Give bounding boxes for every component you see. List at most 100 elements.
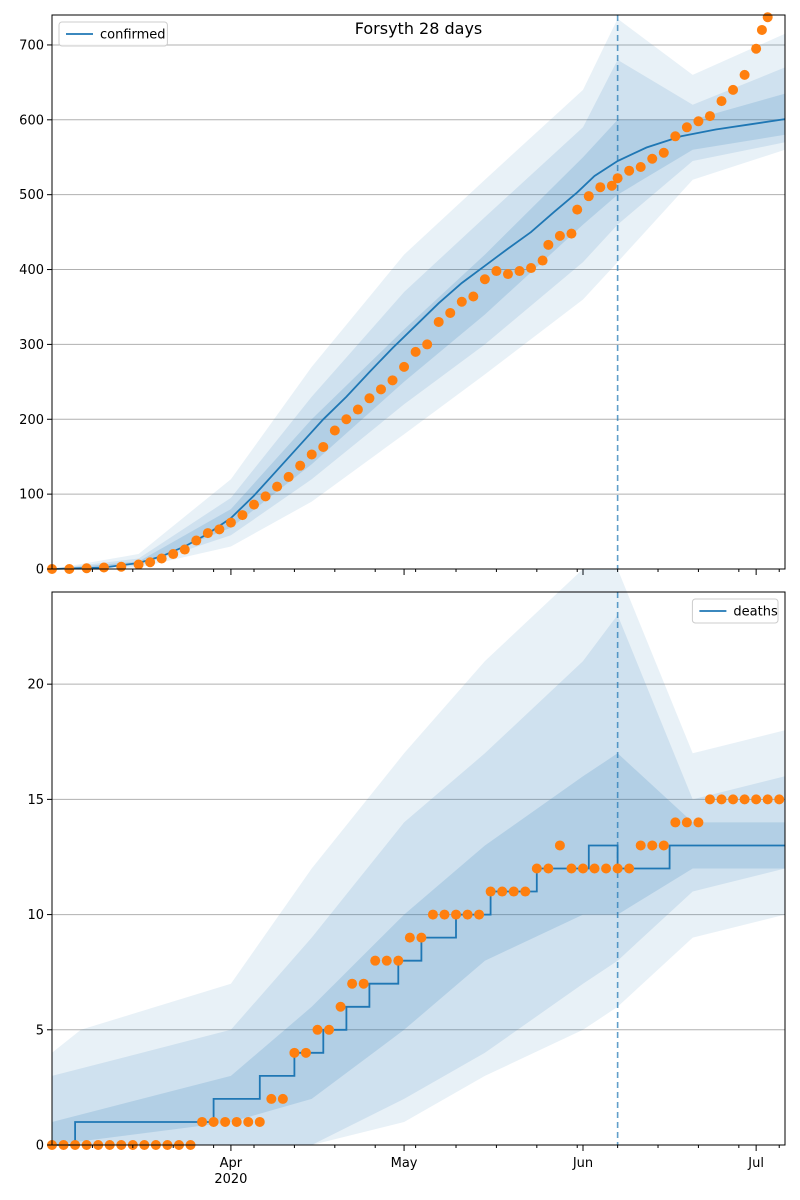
observed-point bbox=[445, 307, 456, 318]
y-tick-label: 400 bbox=[19, 263, 44, 278]
observed-point bbox=[502, 269, 513, 280]
x-tick-label: Jul bbox=[747, 1156, 764, 1171]
observed-point bbox=[324, 1024, 335, 1035]
observed-point bbox=[635, 840, 646, 851]
legend: deaths bbox=[691, 598, 779, 624]
observed-point bbox=[497, 886, 508, 897]
observed-point bbox=[375, 384, 386, 395]
observed-point bbox=[399, 361, 410, 372]
observed-point bbox=[658, 840, 669, 851]
observed-point bbox=[439, 909, 450, 920]
observed-point bbox=[762, 794, 773, 805]
observed-point bbox=[681, 122, 692, 133]
observed-point bbox=[751, 43, 762, 54]
observed-point bbox=[81, 563, 92, 574]
observed-point bbox=[554, 840, 565, 851]
band-inner bbox=[52, 93, 785, 569]
y-tick-label: 0 bbox=[36, 563, 44, 578]
observed-point bbox=[404, 932, 415, 943]
observed-point bbox=[566, 228, 577, 239]
observed-point bbox=[508, 886, 519, 897]
observed-point bbox=[329, 425, 340, 436]
observed-point bbox=[739, 794, 750, 805]
observed-point bbox=[462, 909, 473, 920]
plot-frame bbox=[51, 14, 786, 570]
chart-title: Forsyth 28 days bbox=[355, 19, 483, 38]
observed-point bbox=[410, 346, 421, 357]
observed-point bbox=[520, 886, 531, 897]
legend-label: confirmed bbox=[100, 28, 166, 43]
observed-point bbox=[704, 111, 715, 122]
observed-point bbox=[739, 69, 750, 80]
observed-point bbox=[208, 1116, 219, 1127]
band-inner bbox=[52, 753, 785, 1145]
observed-point bbox=[647, 153, 658, 164]
observed-point bbox=[214, 524, 225, 535]
observed-point bbox=[774, 794, 785, 805]
observed-point bbox=[272, 481, 283, 492]
observed-point bbox=[145, 557, 156, 568]
observed-point bbox=[254, 1116, 265, 1127]
observed-point bbox=[485, 886, 496, 897]
observed-point bbox=[577, 863, 588, 874]
observed-point bbox=[554, 230, 565, 241]
observed-point bbox=[491, 266, 502, 277]
observed-point bbox=[670, 817, 681, 828]
deaths-series-line bbox=[52, 844, 785, 1146]
observed-point bbox=[133, 559, 144, 570]
observed-point bbox=[300, 1047, 311, 1058]
observed-point bbox=[260, 491, 271, 502]
observed-point bbox=[156, 553, 167, 564]
observed-point bbox=[416, 932, 427, 943]
observed-point bbox=[168, 549, 179, 560]
observed-point bbox=[289, 1047, 300, 1058]
observed-point bbox=[693, 817, 704, 828]
observed-point bbox=[231, 1116, 242, 1127]
observed-point bbox=[566, 863, 577, 874]
observed-point bbox=[370, 955, 381, 966]
observed-point bbox=[543, 239, 554, 250]
legend-box bbox=[691, 598, 779, 624]
x-tick-label: Jun bbox=[572, 1156, 593, 1171]
observed-point bbox=[277, 1093, 288, 1104]
legend-label: deaths bbox=[733, 605, 778, 620]
observed-point bbox=[318, 441, 329, 452]
observed-point bbox=[249, 499, 260, 510]
observed-point bbox=[347, 978, 358, 989]
y-tick-label: 200 bbox=[19, 413, 44, 428]
observed-point bbox=[658, 147, 669, 158]
observed-point bbox=[531, 863, 542, 874]
observed-point bbox=[202, 528, 213, 539]
y-tick-label: 300 bbox=[19, 338, 44, 353]
observed-point bbox=[197, 1116, 208, 1127]
observed-point bbox=[624, 863, 635, 874]
plot-frame bbox=[51, 591, 786, 1146]
y-tick-label: 600 bbox=[19, 113, 44, 128]
y-tick-label: 700 bbox=[19, 38, 44, 53]
observed-point bbox=[693, 116, 704, 127]
observed-point bbox=[670, 131, 681, 142]
observed-point bbox=[468, 291, 479, 302]
observed-point bbox=[526, 263, 537, 274]
observed-point bbox=[589, 863, 600, 874]
observed-point bbox=[612, 863, 623, 874]
observed-point bbox=[716, 96, 727, 107]
observed-point bbox=[601, 863, 612, 874]
x-tick-sublabel: 2020 bbox=[214, 1172, 247, 1187]
y-tick-label: 5 bbox=[36, 1023, 44, 1038]
observed-point bbox=[422, 339, 433, 350]
observed-point bbox=[624, 165, 635, 176]
observed-point bbox=[179, 544, 190, 555]
observed-point bbox=[433, 316, 444, 327]
observed-point bbox=[606, 180, 617, 191]
observed-point bbox=[716, 794, 727, 805]
observed-point bbox=[116, 561, 127, 572]
observed-point bbox=[220, 1116, 231, 1127]
observed-point bbox=[283, 471, 294, 482]
y-tick-label: 10 bbox=[27, 908, 44, 923]
observed-point bbox=[704, 794, 715, 805]
observed-point bbox=[474, 909, 485, 920]
observed-point bbox=[543, 863, 554, 874]
legend: confirmed bbox=[58, 21, 168, 47]
observed-point bbox=[341, 414, 352, 425]
